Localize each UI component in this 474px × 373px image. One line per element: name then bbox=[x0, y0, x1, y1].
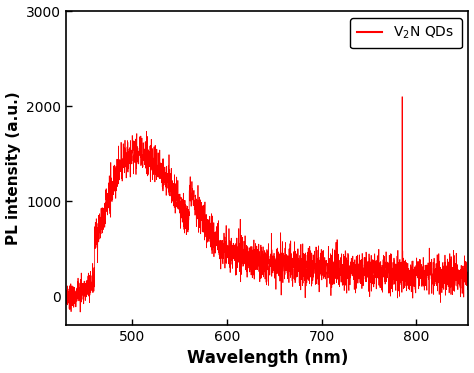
X-axis label: Wavelength (nm): Wavelength (nm) bbox=[187, 350, 348, 367]
Legend: V$_2$N QDs: V$_2$N QDs bbox=[350, 18, 462, 48]
Y-axis label: PL intensity (a.u.): PL intensity (a.u.) bbox=[6, 91, 20, 245]
